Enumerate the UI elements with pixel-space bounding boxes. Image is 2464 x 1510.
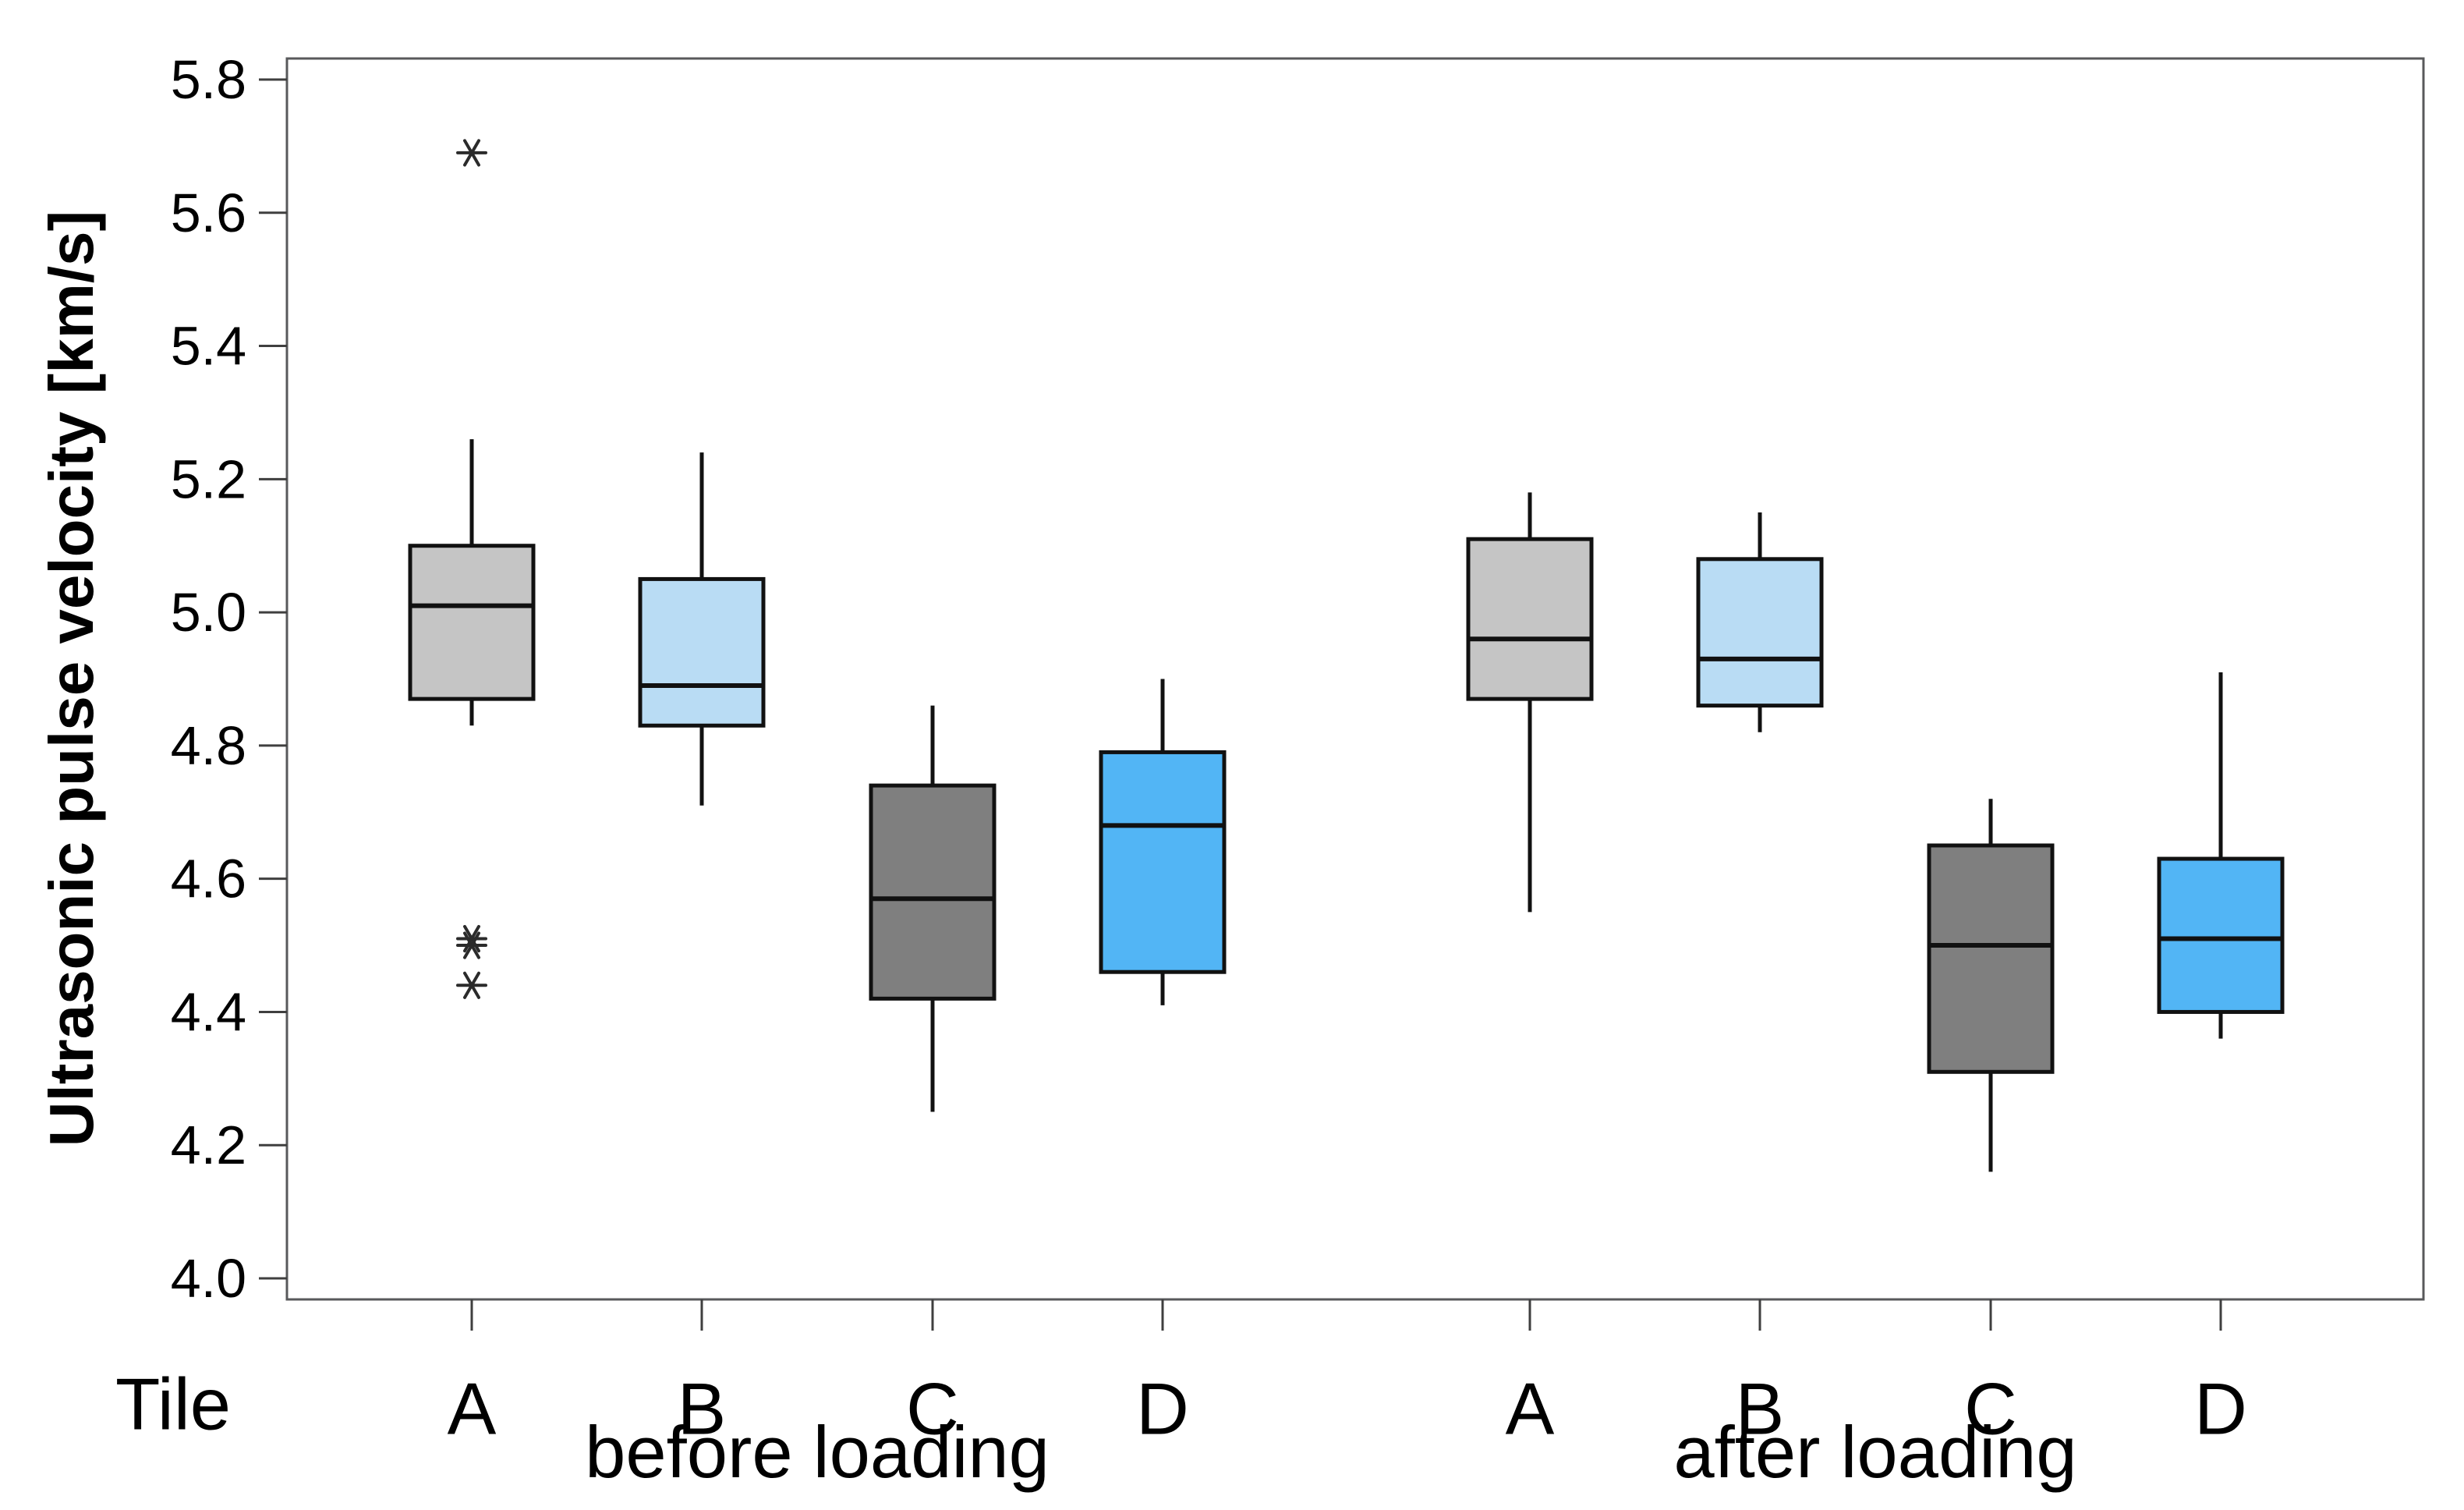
tile-label-before-D: D (1136, 1368, 1189, 1450)
y-tick-label: 5.2 (171, 448, 246, 509)
box-after-C (1927, 843, 2055, 1074)
x-axis-row-label: Tile (115, 1363, 231, 1445)
y-tick-label: 5.0 (171, 582, 246, 643)
box-before-A (408, 544, 536, 701)
y-axis-title: Ultrasonic pulse velocity [km/s] (37, 210, 106, 1147)
box-after-B (1696, 557, 1824, 708)
tile-label-after-C: C (1964, 1368, 2017, 1450)
group-label-before-loading: before loading (585, 1411, 1050, 1493)
tile-label-after-A: A (1506, 1368, 1555, 1450)
y-tick-label: 5.4 (171, 316, 246, 377)
y-tick-label: 4.0 (171, 1248, 246, 1309)
group-label-after-loading: after loading (1673, 1411, 2077, 1493)
y-tick-label: 4.4 (171, 981, 246, 1042)
tile-label-after-D: D (2194, 1368, 2247, 1450)
y-tick-label: 4.8 (171, 715, 246, 776)
plot-frame (285, 57, 2425, 1301)
box-after-D (2157, 856, 2285, 1014)
y-tick-label: 4.6 (171, 849, 246, 909)
box-before-C (869, 783, 997, 1001)
y-tick-label: 5.8 (171, 49, 246, 110)
outlier-star-before-A (463, 139, 480, 167)
tile-label-before-B: B (678, 1368, 727, 1450)
box-after-A (1466, 537, 1594, 701)
tile-label-before-A: A (448, 1368, 497, 1450)
tile-label-after-B: B (1736, 1368, 1785, 1450)
outlier-star-before-A (463, 971, 480, 999)
tile-label-before-C: C (906, 1368, 959, 1450)
box-before-B (638, 576, 766, 728)
outlier-star-before-A (463, 931, 480, 959)
y-tick-label: 5.6 (171, 183, 246, 243)
box-before-D (1099, 750, 1227, 974)
y-tick-label: 4.2 (171, 1115, 246, 1175)
